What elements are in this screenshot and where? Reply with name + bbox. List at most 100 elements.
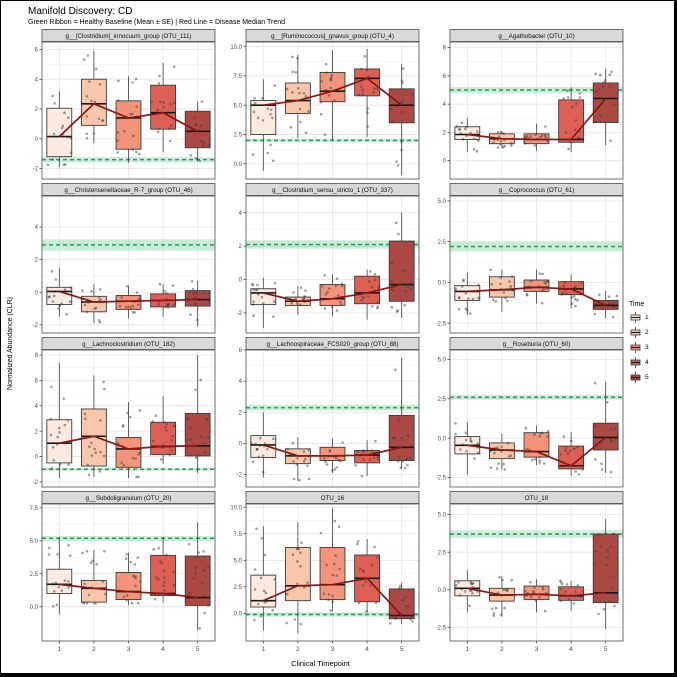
legend-item-time-3: 3 [629, 341, 674, 354]
facet-title: g__Coprococcus (OTU_61) [499, 187, 575, 194]
y-tick-label: 0.0 [234, 162, 243, 168]
y-tick-label: 6 [35, 379, 39, 385]
legend-title: Time [629, 301, 645, 308]
legend: Time 1 2 3 4 5 [626, 29, 674, 658]
y-tick-label: 2 [35, 107, 39, 113]
disease-median-trend-line [262, 577, 403, 617]
facet-strip [449, 491, 624, 504]
boxplot-svg: g__Lachnoclostridium (OTU_182) -2 0 2 4 6 8 [33, 337, 216, 488]
y-tick-label: 7.5 [30, 506, 39, 512]
box-timepoint-5 [184, 110, 211, 149]
y-tick-label: 2.5 [30, 572, 39, 578]
x-tick-label: 3 [127, 646, 131, 653]
legend-item-time-2: 2 [629, 326, 674, 339]
box-timepoint-3 [115, 437, 142, 468]
legend-key-boxplot-icon [630, 342, 641, 353]
box-timepoint-3 [115, 295, 142, 310]
disease-median-trend-line [58, 102, 199, 138]
facet-2: g__[Ruminococcus]_gnavus_group (OTU_4) 0.… [221, 29, 422, 181]
boxplot-svg: g__Agathobacter (OTU_10) 0 2 4 6 8 [443, 29, 624, 180]
box-timepoint-3 [115, 100, 142, 150]
box-timepoint-3 [319, 284, 346, 306]
x-tick-label: 1 [57, 646, 61, 653]
boxplot-svg: g__[Clostridium]_innocuum_group (OTU_111… [33, 29, 216, 180]
x-tick-label: 3 [331, 646, 335, 653]
facet-11: OTU_16 0.0 2.5 5.0 7.5 10.0 1 2 3 4 5 [221, 491, 422, 658]
facet-strip [41, 491, 216, 504]
y-tick-label: -2 [33, 323, 39, 329]
facet-4: g__Christensenellaceae_R-7_group (OTU_46… [17, 183, 218, 335]
y-tick-label: 2.5 [438, 240, 447, 246]
y-tick-label: 6 [443, 74, 447, 80]
box-timepoint-3 [523, 279, 550, 292]
plot-subtitle: Green Ribbon = Healthy Baseline (Mean ± … [28, 19, 286, 26]
facet-title: g__Christensenellaceae_R-7_group (OTU_46… [64, 187, 192, 194]
box-timepoint-3 [319, 547, 346, 601]
box-timepoint-4 [558, 99, 585, 143]
disease-median-trend-line [263, 444, 402, 457]
box-timepoint-1 [46, 286, 73, 305]
facet-title: g__Clostridium_sensu_stricto_1 (OTU_337) [272, 187, 393, 194]
x-tick-label: 2 [92, 646, 96, 653]
legend-key-boxplot-icon [630, 327, 641, 338]
facet-7: g__Lachnoclostridium (OTU_182) -2 0 2 4 6 8 [17, 337, 218, 489]
x-tick-label: 1 [465, 646, 469, 653]
disease-median-trend-line [467, 286, 607, 307]
box-timepoint-2 [80, 579, 107, 603]
x-tick-label: 2 [500, 646, 504, 653]
y-tick-label: 4 [35, 77, 39, 83]
y-tick-label: 2 [443, 130, 447, 136]
facet-title: g__Agathobacter (OTU_10) [498, 33, 574, 40]
boxplot-svg: g__Subdoligranulum (OTU_20) 0.0 2.5 5.0 7.5 1… [30, 491, 216, 653]
x-tick-label: 4 [161, 646, 165, 653]
facet-strip [245, 491, 420, 504]
boxplot-svg: g__Roseburia (OTU_60) -2.5 0.0 2.5 5.0 [436, 337, 624, 488]
boxplot-svg: OTU_16 0.0 2.5 5.0 7.5 10.0 1 2 3 4 5 [230, 491, 420, 653]
facet-10: g__Subdoligranulum (OTU_20) 0.0 2.5 5.0 7.5 1… [17, 491, 218, 658]
x-tick-label: 5 [196, 646, 200, 653]
y-tick-label: 0.0 [234, 611, 243, 617]
facet-12: OTU_18 -2.5 0.0 2.5 5.0 1 2 3 4 5 [425, 491, 626, 658]
x-tick-label: 5 [400, 646, 404, 653]
y-tick-label: 5.0 [234, 558, 243, 564]
facet-3: g__Agathobacter (OTU_10) 0 2 4 6 8 [425, 29, 626, 181]
facet-strip [245, 183, 420, 196]
x-tick-label: 1 [261, 646, 265, 653]
legend-items: 1 2 3 4 5 [629, 311, 674, 386]
y-tick-label: 4 [239, 211, 243, 217]
box-timepoint-5 [184, 290, 211, 307]
y-tick-label: 2.5 [438, 397, 447, 403]
box-timepoint-4 [150, 84, 177, 130]
facet-strip [41, 337, 216, 350]
facet-strip [449, 29, 624, 42]
y-tick-label: -2 [237, 473, 243, 479]
y-tick-label: 0 [35, 290, 39, 296]
boxplot-svg: g__Christensenellaceae_R-7_group (OTU_46… [33, 183, 216, 334]
facet-title: g__[Ruminococcus]_gnavus_group (OTU_4) [271, 33, 394, 40]
facet-title: g__Roseburia (OTU_60) [503, 341, 571, 348]
facet-8: g__Lachnospiraceae_FCS020_group (OTU_88)… [221, 337, 422, 489]
legend-item-label: 5 [645, 374, 649, 381]
box-timepoint-4 [558, 586, 585, 601]
box-timepoint-4 [354, 68, 381, 97]
y-tick-label: -2.5 [436, 626, 447, 632]
legend-item-label: 1 [645, 314, 649, 321]
y-tick-label: 4 [35, 225, 39, 231]
y-tick-label: 10.0 [230, 505, 242, 511]
x-tick-label: 2 [296, 646, 300, 653]
facet-grid: g__[Clostridium]_innocuum_group (OTU_111… [17, 29, 626, 658]
y-tick-label: 0.0 [438, 281, 447, 287]
disease-median-trend-line [59, 435, 198, 450]
facet-title: g__Subdoligranulum (OTU_20) [86, 495, 172, 502]
boxplot-svg: g__[Ruminococcus]_gnavus_group (OTU_4) 0.… [230, 29, 420, 180]
box-timepoint-1 [46, 568, 73, 595]
facet-title: g__Lachnoclostridium (OTU_182) [82, 341, 175, 348]
facet-5: g__Clostridium_sensu_stricto_1 (OTU_337)… [221, 183, 422, 335]
y-tick-label: 0 [443, 159, 447, 165]
facet-strip [41, 29, 216, 42]
boxplot-svg: OTU_18 -2.5 0.0 2.5 5.0 1 2 3 4 5 [436, 491, 624, 653]
box-timepoint-1 [454, 285, 481, 301]
facet-strip [41, 183, 216, 196]
box-timepoint-2 [284, 547, 311, 602]
